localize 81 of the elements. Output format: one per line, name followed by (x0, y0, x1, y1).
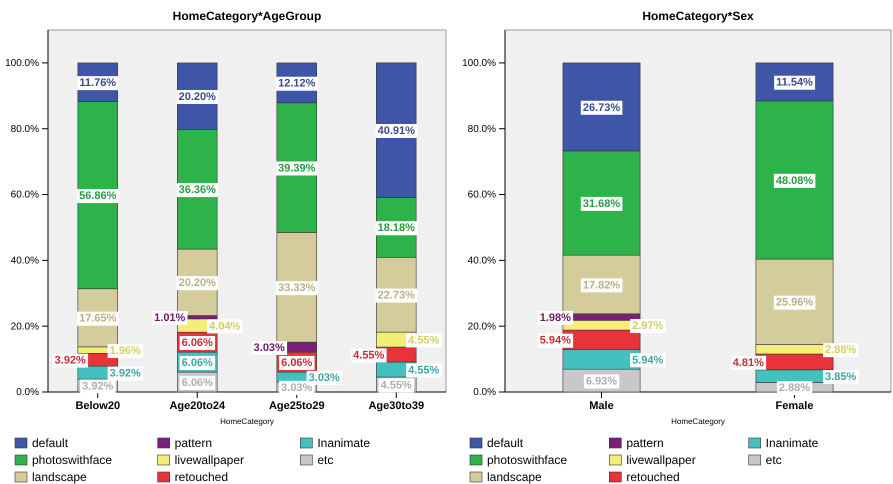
x-tick-label: Age25to29 (268, 400, 325, 412)
data-label: 2.88% (825, 344, 857, 356)
legend-label: landscape (487, 470, 542, 484)
legend-label: retouched (626, 470, 680, 484)
data-label: 4.04% (209, 320, 241, 332)
legend-label: photoswithface (32, 453, 112, 467)
chart-title: HomeCategory*AgeGroup (172, 9, 322, 23)
data-label: 2.97% (632, 320, 664, 332)
data-label: 1.98% (540, 312, 572, 324)
data-label: 5.94% (632, 354, 664, 366)
data-label: 40.91% (378, 125, 416, 138)
y-tick-label: 20.0% (468, 321, 496, 332)
legend-label: livewallpaper (626, 453, 696, 467)
legend-label: pattern (626, 436, 664, 450)
legend-label: default (487, 436, 524, 450)
data-label: 3.03% (254, 342, 286, 354)
data-label: 3.92% (54, 354, 86, 367)
chart-title: HomeCategory*Sex (642, 9, 754, 23)
y-tick-label: 100.0% (462, 58, 496, 70)
data-label: 25.96% (776, 296, 814, 309)
y-tick-label: 40.0% (468, 256, 496, 267)
data-label: 31.68% (582, 198, 620, 210)
data-label: 3.03% (308, 372, 340, 384)
x-axis-title: HomeCategory (220, 417, 274, 426)
data-label: 6.06% (182, 376, 214, 389)
data-label: 39.39% (278, 162, 316, 174)
data-label: 12.12% (278, 78, 316, 90)
legend-label: Inanimate (317, 436, 370, 450)
data-label: 20.20% (178, 277, 216, 290)
x-tick-label: Age20to24 (169, 400, 226, 412)
data-label: 6.06% (182, 336, 214, 349)
legend-label: Inanimate (766, 436, 819, 450)
x-tick-label: Female (776, 400, 814, 412)
y-tick-label: 80.0% (10, 124, 40, 135)
y-tick-label: 60.0% (10, 190, 40, 201)
x-tick-label: Age30to39 (368, 400, 424, 412)
legend-label: livewallpaper (174, 453, 244, 467)
data-label: 6.93% (586, 375, 618, 388)
data-label: 20.20% (178, 91, 216, 104)
data-label: 33.33% (278, 282, 316, 294)
data-label: 11.76% (79, 77, 116, 90)
data-label: 3.92% (110, 368, 142, 380)
data-label: 2.88% (778, 382, 810, 394)
legend-label: photoswithface (487, 453, 568, 467)
data-label: 48.08% (776, 174, 814, 187)
data-label: 4.81% (732, 356, 764, 369)
legend-label: default (32, 436, 69, 450)
data-label: 4.55% (408, 334, 440, 346)
data-label: 4.55% (353, 349, 385, 362)
data-label: 1.96% (110, 344, 142, 357)
data-label: 6.06% (182, 356, 214, 369)
data-label: 17.65% (79, 312, 117, 325)
legend-label: retouched (174, 470, 228, 484)
y-tick-label: 0.0% (473, 387, 496, 398)
legend-label: etc (317, 453, 334, 467)
data-label: 56.86% (79, 190, 117, 202)
data-label: 4.55% (380, 379, 412, 392)
y-tick-label: 80.0% (468, 124, 496, 135)
data-label: 22.73% (378, 290, 416, 302)
data-label: 4.55% (408, 364, 440, 376)
data-label: 17.82% (582, 279, 620, 292)
legend-label: landscape (32, 470, 88, 484)
data-label: 26.73% (582, 102, 620, 114)
data-label: 36.36% (178, 184, 216, 196)
x-tick-label: Male (589, 400, 614, 412)
x-tick-label: Below20 (75, 400, 120, 412)
data-label: 3.85% (825, 371, 857, 384)
y-tick-label: 100.0% (5, 58, 40, 70)
y-tick-label: 20.0% (10, 321, 40, 332)
data-label: 3.92% (82, 380, 114, 392)
y-tick-label: 60.0% (468, 190, 496, 201)
legend-label: pattern (174, 436, 212, 450)
x-axis-title: HomeCategory (671, 417, 725, 426)
data-label: 11.54% (776, 76, 814, 89)
y-tick-label: 40.0% (10, 256, 40, 267)
data-label: 1.01% (154, 312, 186, 324)
data-label: 5.94% (540, 334, 572, 347)
data-label: 6.06% (281, 356, 313, 369)
y-tick-label: 0.0% (16, 387, 40, 398)
data-label: 18.18% (378, 222, 416, 234)
legend-label: etc (766, 453, 782, 467)
